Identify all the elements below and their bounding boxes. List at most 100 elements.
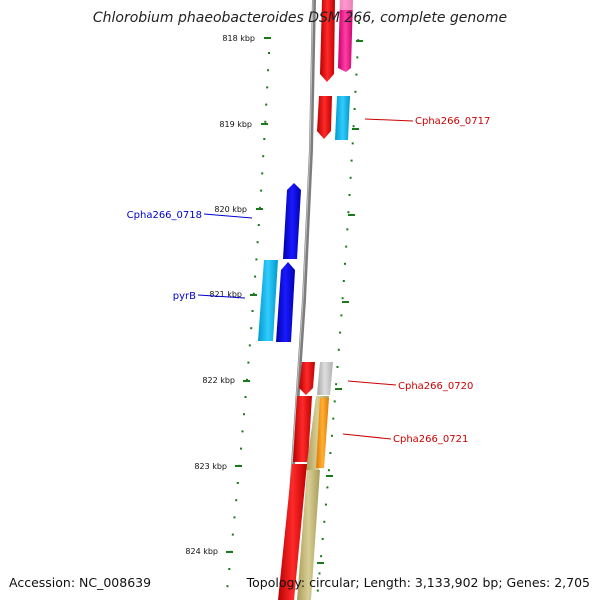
tick-label-823: 823 kbp <box>194 462 227 471</box>
gene-label-cpha266-0721[interactable]: Cpha266_0721 <box>393 434 468 445</box>
tick-823: 823 kbp <box>194 462 242 471</box>
ruler-dot <box>243 413 245 416</box>
ruler-dot <box>260 189 263 192</box>
ruler-dot <box>348 194 351 196</box>
gene-label-cpha266-0720[interactable]: Cpha266_0720 <box>398 381 473 392</box>
ruler-dot <box>255 258 258 261</box>
ruler-dot <box>246 378 248 381</box>
ruler-dot <box>355 73 358 76</box>
tick-818: 818 kbp <box>222 34 271 43</box>
ruler-dot <box>231 533 234 536</box>
ruler-dot <box>226 585 229 588</box>
tick-821: 821 kbp <box>209 290 257 299</box>
label-line-cpha266-0721 <box>342 433 392 440</box>
tick-824: 824 kbp <box>185 547 233 556</box>
ruler-dot <box>330 434 333 437</box>
ruler-dot <box>356 56 359 59</box>
ruler-dot <box>329 452 332 454</box>
gene-label-cpha266-0717[interactable]: Cpha266_0717 <box>415 116 490 127</box>
tick-819: 819 kbp <box>219 120 268 129</box>
gene-cpha266-0720[interactable] <box>299 362 315 395</box>
ruler-dot <box>267 69 270 72</box>
gene-cyan-pyrb[interactable] <box>258 260 278 341</box>
ruler-dot <box>342 280 345 282</box>
ruler-dot <box>351 142 354 145</box>
gene-red-822-823[interactable] <box>293 396 312 462</box>
gene-magenta-shade <box>339 0 353 10</box>
gene-red-823-824[interactable] <box>278 464 307 600</box>
gene-magenta-818[interactable] <box>338 0 353 72</box>
ruler-dot <box>247 361 250 364</box>
ruler-dot <box>256 241 259 244</box>
ruler-dot <box>349 176 352 179</box>
ruler-dot <box>344 262 346 265</box>
ruler-dot <box>241 430 244 433</box>
ruler-dot <box>266 86 269 89</box>
map-title: Chlorobium phaeobacteroides DSM 266, com… <box>92 10 508 26</box>
ruler-dot <box>252 292 255 295</box>
gene-cpha266-0718[interactable] <box>283 183 301 259</box>
ruler-dot <box>248 344 251 347</box>
ruler-dot <box>352 125 355 128</box>
ruler-dot <box>347 211 350 214</box>
ruler-dot <box>336 366 339 368</box>
ruler-dot <box>350 159 353 162</box>
gene-gray-822[interactable] <box>317 362 333 395</box>
ruler-dot <box>316 589 319 592</box>
accession-text: Accession: NC_008639 <box>9 575 152 590</box>
tick-label-820: 820 kbp <box>214 205 247 214</box>
label-line-cpha266-0718 <box>203 213 253 219</box>
ruler-dot <box>337 348 340 351</box>
ruler-dot <box>236 482 239 484</box>
label-line-pyrb <box>197 294 246 299</box>
label-line-cpha266-0720 <box>347 380 397 386</box>
ruler-dot <box>345 245 348 248</box>
ruler-dot <box>268 52 270 54</box>
tick-label-824: 824 kbp <box>185 547 218 556</box>
gene-cyan-819[interactable] <box>335 96 350 140</box>
gene-cpha266-0721[interactable] <box>316 398 329 468</box>
ruler-dot <box>323 520 326 523</box>
ruler-dot <box>333 400 336 403</box>
ruler-dot <box>240 447 242 450</box>
ruler-dot <box>261 172 264 175</box>
ruler-dot <box>340 314 343 317</box>
ruler-dot <box>354 90 357 93</box>
ruler-dot <box>326 486 329 489</box>
ruler-dot <box>339 331 342 334</box>
ruler-dot <box>335 383 338 386</box>
ruler-dot <box>321 538 324 540</box>
gene-pyrb[interactable] <box>276 262 295 342</box>
ruler-dot <box>258 206 261 209</box>
gene-label-cpha266-0718[interactable]: Cpha266_0718 <box>127 210 202 221</box>
tick-label-821: 821 kbp <box>209 290 242 299</box>
ruler-dot <box>251 310 254 312</box>
genome-summary-text: Topology: circular; Length: 3,133,902 bp… <box>246 575 590 590</box>
ruler-dot <box>358 22 360 24</box>
ruler-dot <box>320 555 323 558</box>
ruler-dot <box>332 417 335 420</box>
ruler-dot <box>254 275 257 278</box>
tick-label-819: 819 kbp <box>219 120 252 129</box>
tick-822: 822 kbp <box>202 376 250 385</box>
label-line-cpha266-0717 <box>364 118 414 122</box>
outer-ticks <box>317 40 363 564</box>
gene-khaki-823-824[interactable] <box>297 470 320 600</box>
ruler-dot <box>250 327 253 330</box>
ruler-dot <box>265 103 268 106</box>
tick-820: 820 kbp <box>214 205 263 214</box>
gene-cpha266-0717[interactable] <box>317 96 332 139</box>
ruler-dot <box>353 108 356 110</box>
ruler-dot <box>233 516 236 519</box>
gene-label-pyrb[interactable]: pyrB <box>173 291 196 302</box>
gene-red-818[interactable] <box>320 0 335 82</box>
ruler-dot <box>346 228 349 231</box>
ruler-dot <box>324 503 327 506</box>
ruler-dot <box>235 499 238 502</box>
ruler-dot <box>228 568 231 570</box>
tick-label-822: 822 kbp <box>202 376 235 385</box>
ruler-dot <box>327 469 330 472</box>
ruler-dot <box>318 572 321 575</box>
